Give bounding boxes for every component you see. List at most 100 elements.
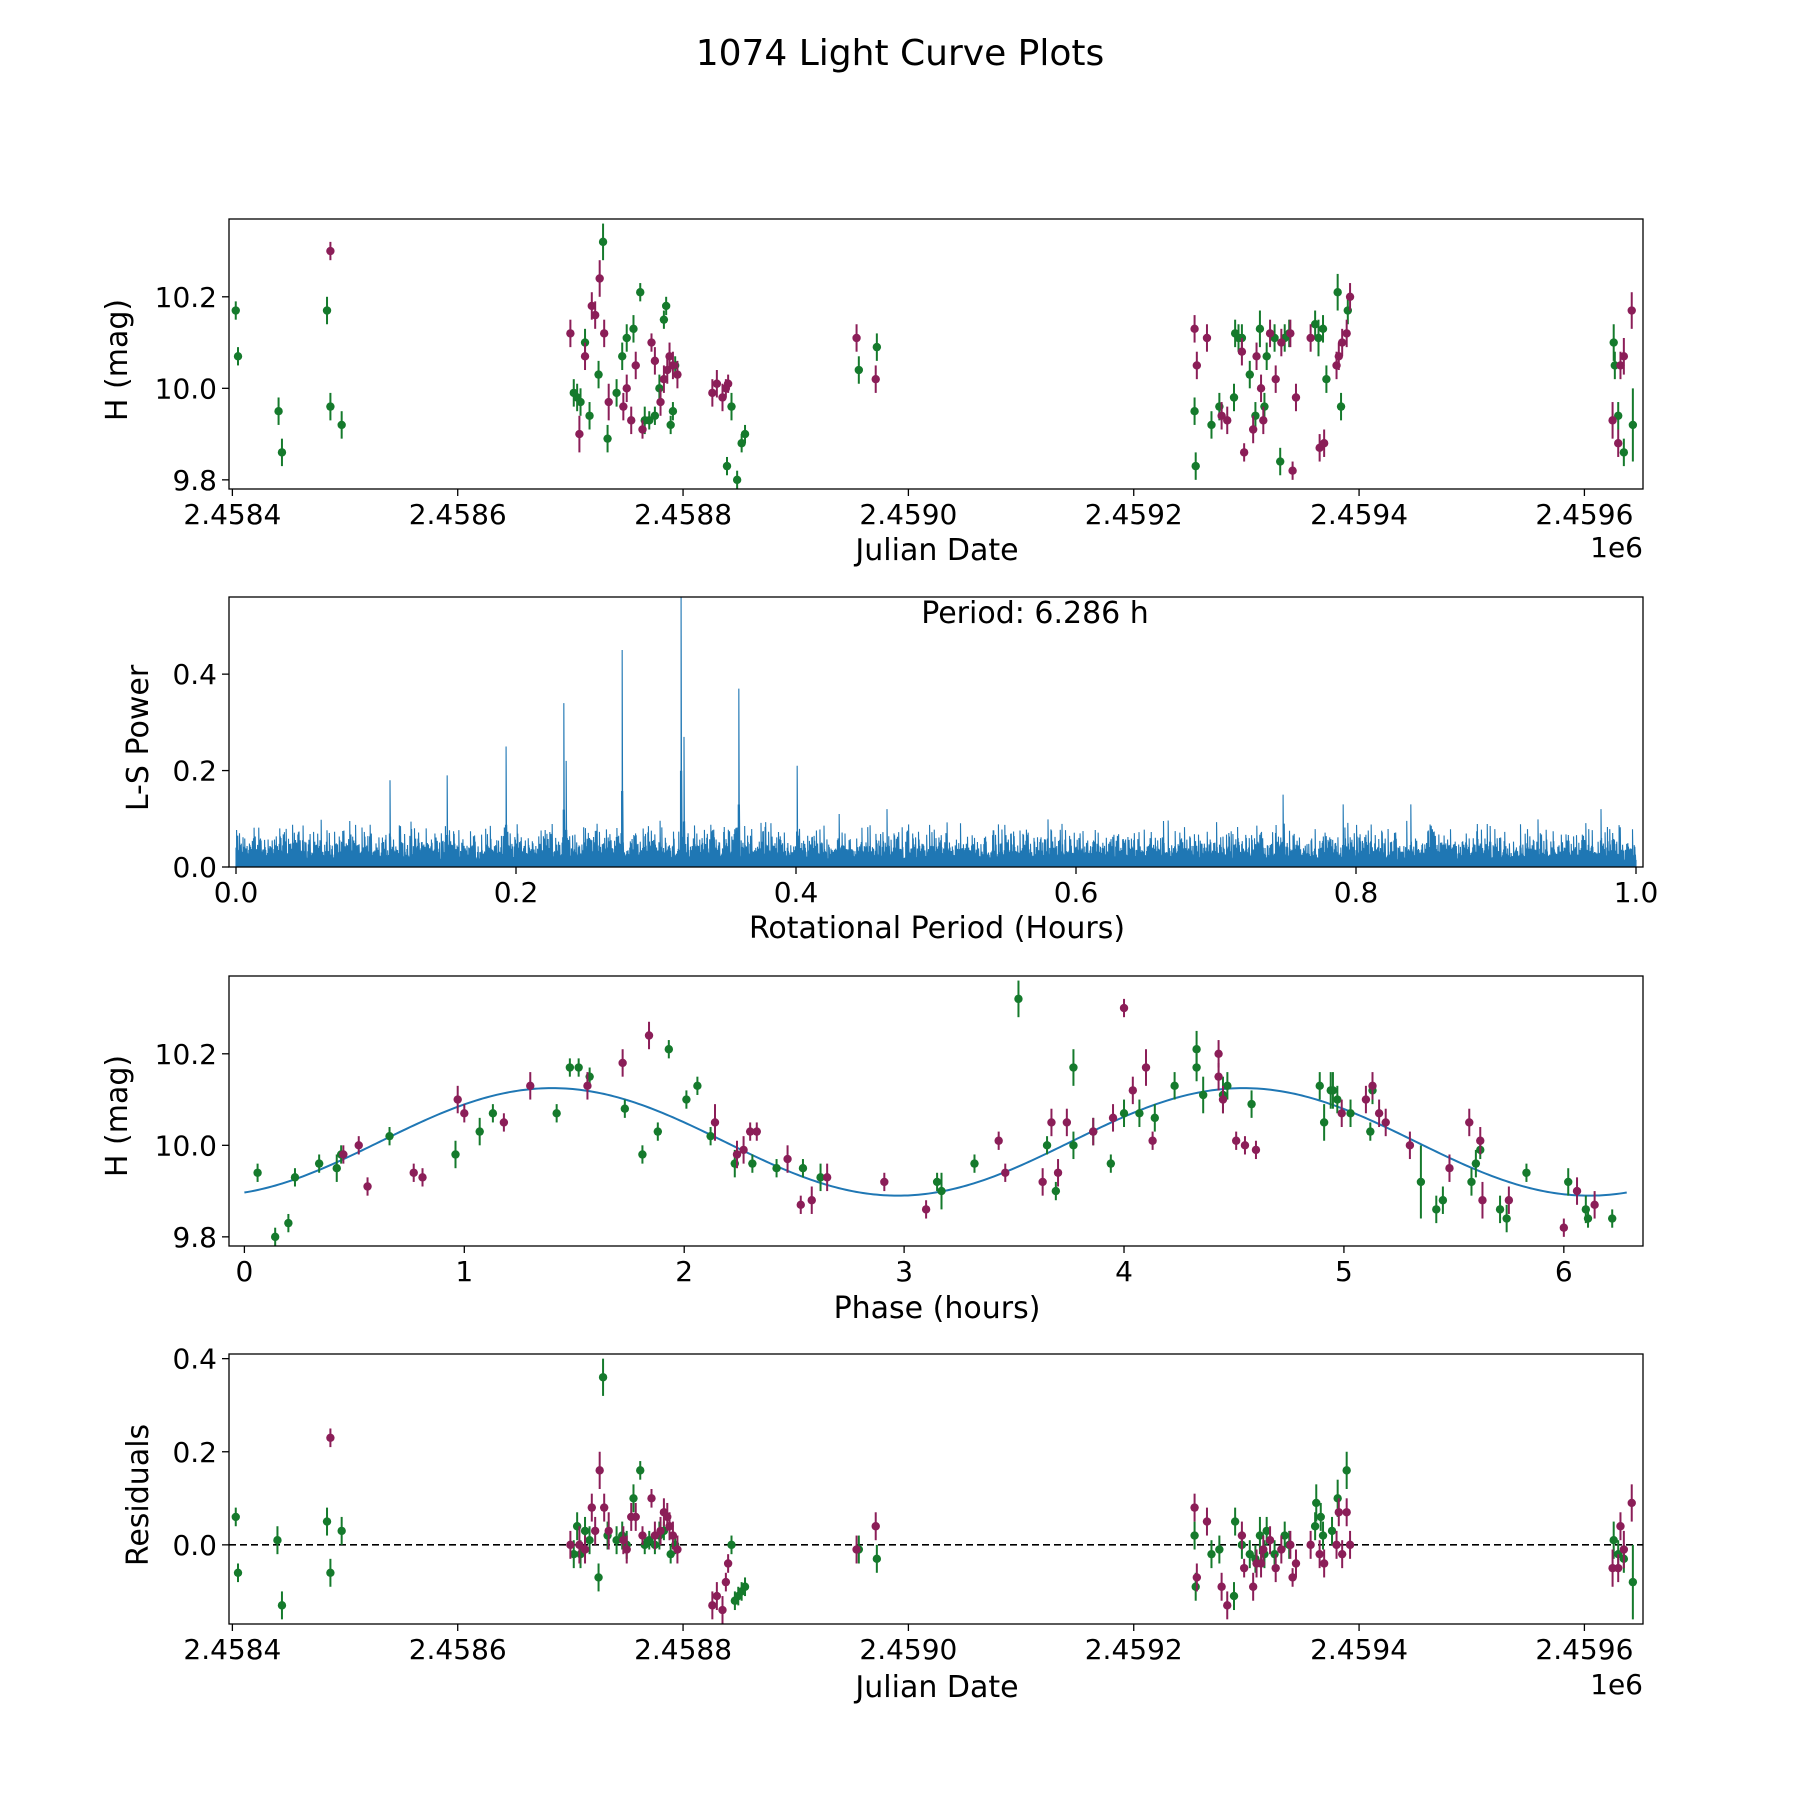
residuals-maroon-point	[1237, 1531, 1247, 1540]
phased-maroon-point	[822, 1173, 832, 1182]
phased-green-point	[1119, 1109, 1129, 1118]
residuals-maroon-point	[1248, 1582, 1258, 1591]
lightcurve-maroon-point	[638, 425, 647, 434]
periodogram-ytick-label: 0.0	[172, 851, 217, 884]
lightcurve-maroon-point	[1265, 329, 1275, 338]
lightcurve-green-point	[1237, 333, 1247, 343]
lightcurve-maroon-point	[1616, 361, 1625, 370]
residuals-maroon-point	[1217, 1582, 1226, 1591]
lightcurve-maroon-point	[852, 333, 861, 343]
residuals-points	[231, 1358, 1638, 1624]
phased-maroon-point	[732, 1150, 742, 1159]
lightcurve-frame	[228, 218, 1644, 490]
lightcurve-green-point	[1318, 324, 1328, 334]
lightcurve-maroon-point	[718, 393, 727, 402]
phased-maroon-point	[710, 1118, 720, 1127]
lightcurve-maroon-point	[650, 356, 660, 366]
phased-panel: Phase (hours) H (mag) 0 1 2 3 4 5 6 9.8 10.0 10.2	[100, 975, 1644, 1326]
lightcurve-green-point	[594, 370, 603, 379]
phased-maroon-point	[1504, 1196, 1514, 1205]
residuals-green-point	[594, 1573, 603, 1582]
lightcurve-maroon-point	[1192, 361, 1202, 370]
residuals-maroon-point	[1315, 1549, 1324, 1559]
lightcurve-green-point	[598, 237, 608, 247]
residuals-maroon-point	[590, 1526, 600, 1536]
residuals-xtick-label: 2.4586	[409, 1633, 507, 1666]
phased-fit-curve	[244, 1087, 1627, 1197]
periodogram-ytick-label: 0.4	[172, 658, 217, 691]
residuals-green-point	[569, 1549, 578, 1559]
phased-green-point	[1438, 1196, 1448, 1205]
phased-maroon-point	[994, 1136, 1003, 1145]
lightcurve-maroon-point	[599, 329, 609, 338]
phased-maroon-point	[354, 1141, 363, 1150]
lightcurve-green-point	[233, 352, 243, 361]
lightcurve-green-point	[659, 315, 669, 324]
residuals-green-point	[1316, 1512, 1325, 1522]
phased-maroon-point	[880, 1177, 889, 1187]
phased-green-point	[1198, 1090, 1208, 1100]
phased-maroon-point	[583, 1081, 592, 1091]
lightcurve-xtick-label: 2.4596	[1535, 498, 1633, 531]
periodogram-xtick-label: 0.4	[774, 876, 819, 909]
phased-maroon-point	[1053, 1168, 1063, 1177]
residuals-green-point	[233, 1568, 243, 1577]
lightcurve-maroon-point	[1248, 425, 1258, 434]
residuals-xtick-label: 2.4588	[634, 1633, 732, 1666]
lightcurve-maroon-point	[604, 397, 613, 407]
lightcurve-ylabel: H (mag)	[100, 299, 135, 421]
phased-green-point	[1170, 1081, 1179, 1091]
lightcurve-maroon-point	[659, 374, 669, 384]
lightcurve-maroon-point	[1259, 416, 1268, 425]
lightcurve-green-point	[277, 448, 287, 457]
phased-green-point	[565, 1063, 575, 1072]
phased-maroon-point	[1445, 1164, 1454, 1173]
lightcurve-green-point	[1333, 288, 1342, 297]
phased-green-point	[1366, 1127, 1375, 1136]
phased-maroon-point	[618, 1058, 627, 1068]
residuals-maroon-point	[619, 1536, 628, 1545]
residuals-maroon-point	[1277, 1545, 1286, 1554]
phased-maroon-point	[409, 1168, 418, 1177]
phased-green-point	[1346, 1109, 1355, 1118]
residuals-maroon-point	[708, 1601, 717, 1610]
phased-maroon-point	[644, 1031, 654, 1040]
phased-green-point	[1416, 1177, 1426, 1187]
lightcurve-maroon-point	[580, 352, 590, 361]
residuals-xtick-label: 2.4594	[1310, 1633, 1408, 1666]
periodogram-xtick-label: 0.2	[494, 876, 539, 909]
phased-green-point	[1069, 1141, 1078, 1150]
lightcurve-green-point	[231, 306, 240, 315]
residuals-green-point	[1280, 1531, 1289, 1540]
residuals-green-point	[337, 1526, 346, 1536]
phased-green-point	[798, 1164, 808, 1173]
lightcurve-maroon-point	[631, 361, 640, 370]
phased-frame	[228, 975, 1644, 1247]
lightcurve-green-point	[722, 461, 732, 471]
residuals-maroon-point	[1265, 1536, 1275, 1545]
phased-green-point	[1051, 1186, 1061, 1196]
residuals-green-point	[1333, 1494, 1342, 1503]
phased-maroon-point	[1128, 1086, 1138, 1095]
residuals-xtick-label: 2.4584	[183, 1633, 281, 1666]
residuals-maroon-point	[595, 1466, 604, 1475]
lightcurve-green-point	[1245, 370, 1254, 379]
phased-xtick-label: 4	[1115, 1255, 1133, 1288]
phased-green-point	[1069, 1063, 1078, 1072]
phased-green-point	[1522, 1168, 1531, 1177]
periodogram-xlabel: Rotational Period (Hours)	[749, 911, 1125, 946]
phased-green-point	[1583, 1214, 1593, 1223]
phased-green-point	[816, 1173, 825, 1182]
residuals-green-point	[580, 1526, 590, 1536]
lightcurve-xtick-label: 2.4594	[1310, 498, 1408, 531]
residuals-panel: Julian Date Residuals 1e6 2.4584 2.4586 2.…	[121, 1343, 1644, 1705]
lightcurve-green-point	[1619, 448, 1629, 457]
phased-maroon-point	[1251, 1145, 1261, 1155]
lightcurve-maroon-point	[1271, 374, 1280, 384]
phased-maroon-point	[526, 1081, 535, 1091]
phased-green-point	[1328, 1086, 1338, 1095]
phased-maroon-point	[1559, 1223, 1569, 1232]
phased-xtick-label: 0	[235, 1255, 253, 1288]
residuals-maroon-point	[1202, 1517, 1212, 1526]
